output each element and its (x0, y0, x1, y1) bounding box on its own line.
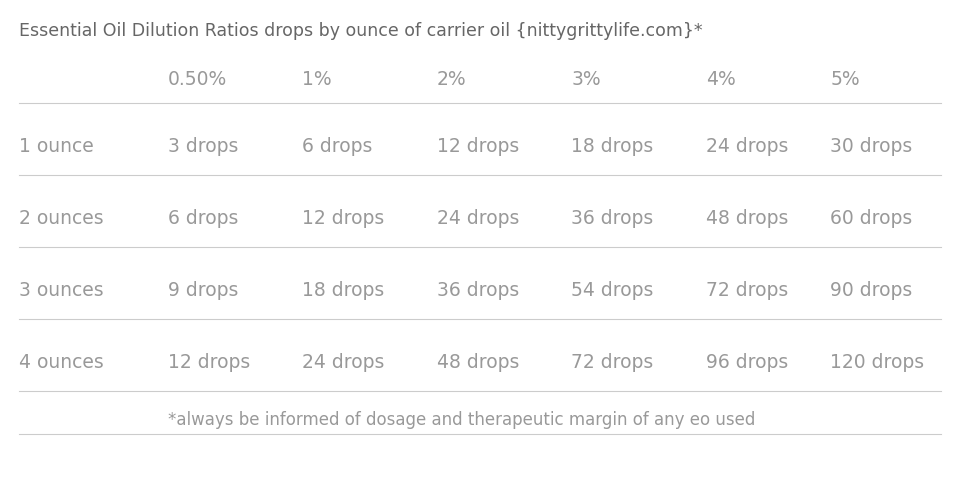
Text: 5%: 5% (830, 70, 860, 89)
Text: 4 ounces: 4 ounces (19, 353, 104, 372)
Text: *always be informed of dosage and therapeutic margin of any eo used: *always be informed of dosage and therap… (168, 411, 756, 429)
Text: 72 drops: 72 drops (706, 281, 788, 300)
Text: 120 drops: 120 drops (830, 353, 924, 372)
Text: 6 drops: 6 drops (168, 209, 238, 228)
Text: 60 drops: 60 drops (830, 209, 913, 228)
Text: 54 drops: 54 drops (571, 281, 654, 300)
Text: 24 drops: 24 drops (302, 353, 385, 372)
Text: 30 drops: 30 drops (830, 137, 913, 156)
Text: 12 drops: 12 drops (437, 137, 519, 156)
Text: 0.50%: 0.50% (168, 70, 228, 89)
Text: 36 drops: 36 drops (571, 209, 654, 228)
Text: 9 drops: 9 drops (168, 281, 238, 300)
Text: 3 drops: 3 drops (168, 137, 238, 156)
Text: 1 ounce: 1 ounce (19, 137, 94, 156)
Text: 72 drops: 72 drops (571, 353, 654, 372)
Text: 6 drops: 6 drops (302, 137, 372, 156)
Text: 1%: 1% (302, 70, 332, 89)
Text: 4%: 4% (706, 70, 735, 89)
Text: 96 drops: 96 drops (706, 353, 788, 372)
Text: 24 drops: 24 drops (437, 209, 519, 228)
Text: 2 ounces: 2 ounces (19, 209, 104, 228)
Text: 36 drops: 36 drops (437, 281, 519, 300)
Text: 18 drops: 18 drops (302, 281, 385, 300)
Text: 12 drops: 12 drops (168, 353, 251, 372)
Text: 18 drops: 18 drops (571, 137, 654, 156)
Text: 12 drops: 12 drops (302, 209, 385, 228)
Text: 2%: 2% (437, 70, 467, 89)
Text: 90 drops: 90 drops (830, 281, 913, 300)
Text: 3 ounces: 3 ounces (19, 281, 104, 300)
Text: Essential Oil Dilution Ratios drops by ounce of carrier oil {nittygrittylife.com: Essential Oil Dilution Ratios drops by o… (19, 22, 703, 40)
Text: 24 drops: 24 drops (706, 137, 788, 156)
Text: 3%: 3% (571, 70, 601, 89)
Text: 48 drops: 48 drops (437, 353, 519, 372)
Text: 48 drops: 48 drops (706, 209, 788, 228)
